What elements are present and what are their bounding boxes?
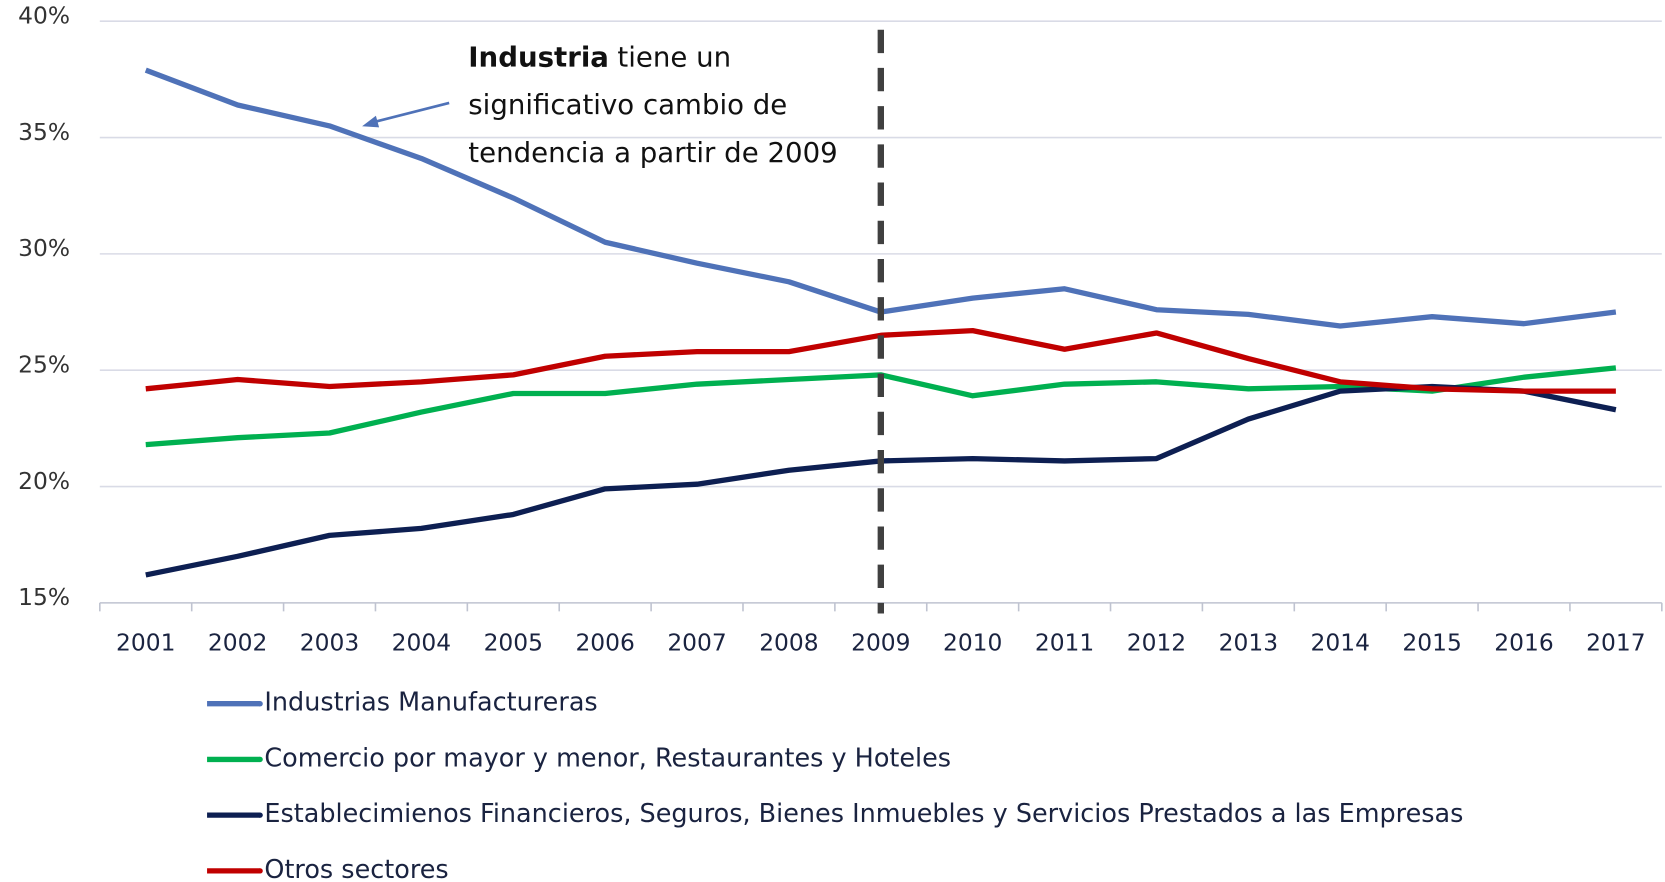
y-tick-label: 30% (18, 234, 70, 262)
x-tick-label: 2009 (851, 629, 910, 657)
legend-label: Comercio por mayor y menor, Restaurantes… (264, 743, 951, 773)
annotation-text: tiene un (617, 40, 731, 73)
legend-swatch-end (257, 812, 263, 818)
x-tick-label: 2002 (208, 629, 267, 657)
x-tick-label: 2016 (1494, 629, 1553, 657)
legend-swatch-end (257, 701, 263, 707)
x-tick-label: 2010 (943, 629, 1002, 657)
x-tick-label: 2005 (484, 629, 543, 657)
y-tick-label: 15% (18, 583, 70, 611)
legend-label: Establecimienos Financieros, Seguros, Bi… (264, 799, 1463, 829)
x-tick-label: 2003 (300, 629, 359, 657)
legend-label: Industrias Manufactureras (264, 688, 597, 718)
x-tick-label: 2004 (392, 629, 451, 657)
x-tick-label: 2013 (1219, 629, 1278, 657)
legend-swatch-end (257, 868, 263, 874)
x-tick-label: 2017 (1586, 629, 1645, 657)
x-tick-label: 2015 (1402, 629, 1461, 657)
annotation-arrow (373, 101, 450, 124)
annotation-line: Industria tiene un (468, 40, 731, 73)
x-tick-label: 2008 (759, 629, 818, 657)
y-tick-label: 40% (18, 1, 70, 29)
annotation-text: tendencia a partir de 2009 (468, 136, 837, 169)
x-tick-label: 2011 (1035, 629, 1094, 657)
annotation-text: significativo cambio de (468, 88, 787, 121)
y-tick-label: 35% (18, 118, 70, 146)
y-tick-label: 25% (18, 350, 70, 378)
legend-swatch-end (257, 756, 263, 763)
annotation-arrowhead (362, 115, 380, 128)
annotation-bold: Industria (468, 40, 609, 73)
x-tick-label: 2006 (575, 629, 634, 657)
legend-label: Otros sectores (264, 855, 448, 882)
x-tick-label: 2014 (1311, 629, 1370, 657)
x-tick-label: 2012 (1127, 629, 1186, 657)
x-tick-label: 2001 (116, 629, 175, 657)
y-tick-label: 20% (18, 467, 70, 495)
series-line (145, 328, 1616, 394)
x-tick-label: 2007 (667, 629, 726, 657)
